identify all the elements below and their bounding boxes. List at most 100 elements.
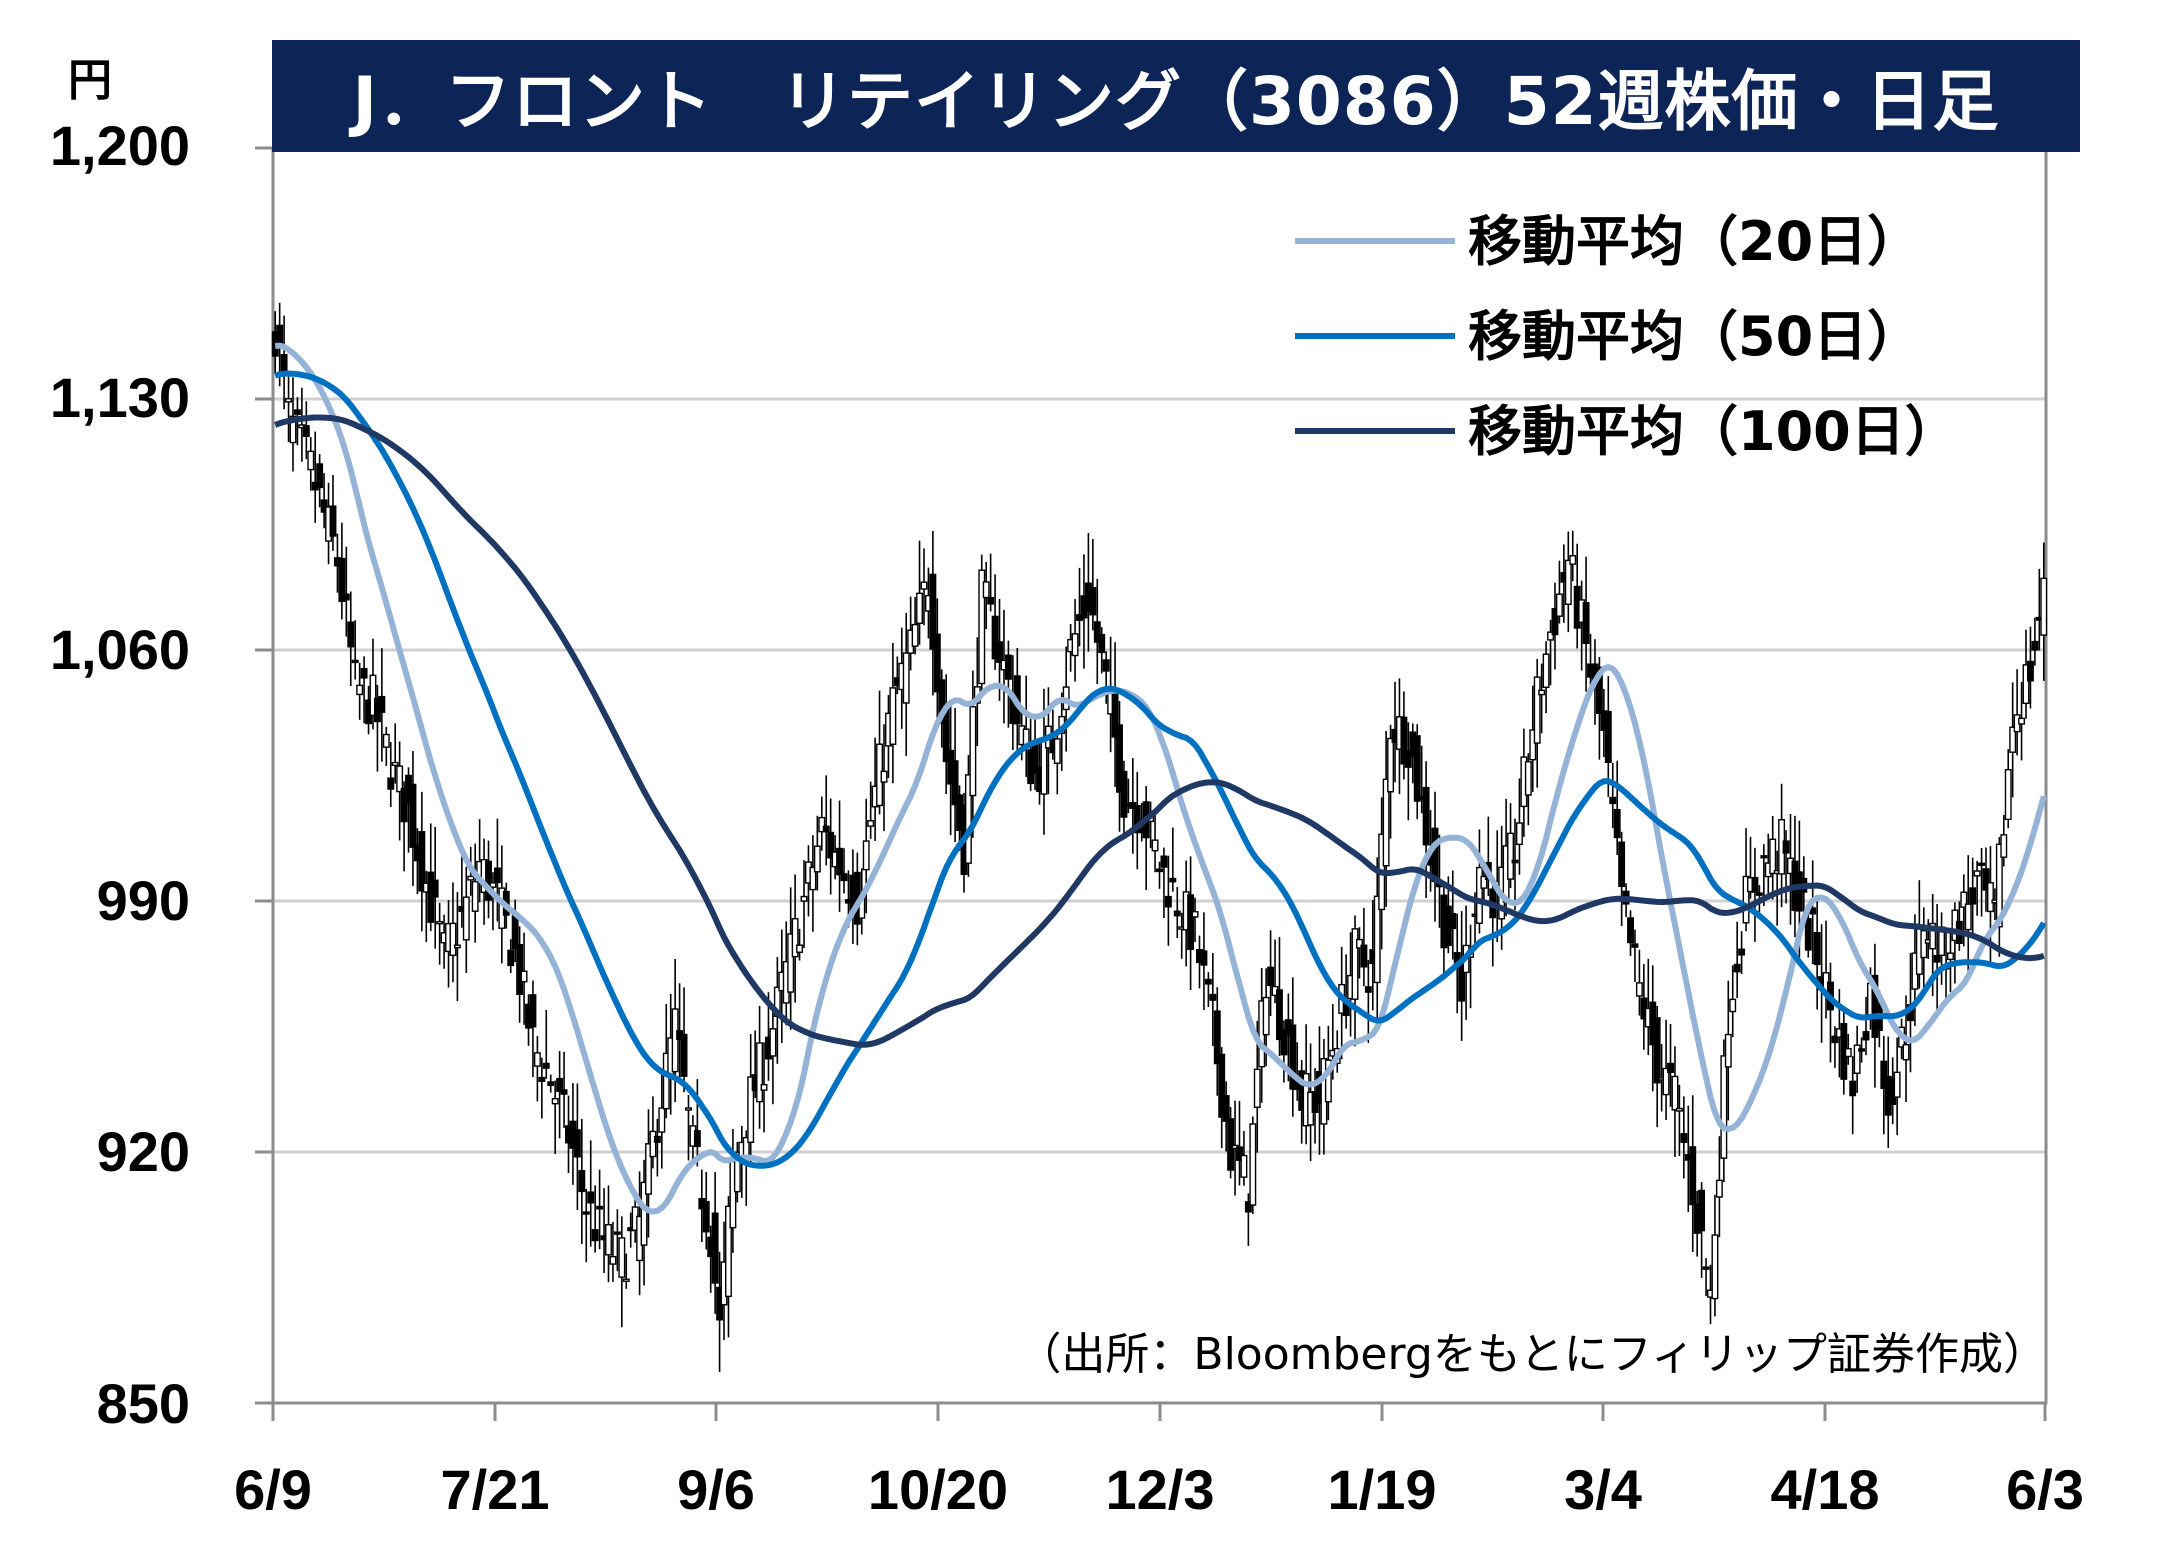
candle-body: [462, 896, 470, 941]
candle-body: [1422, 786, 1430, 846]
candle-body: [356, 684, 364, 696]
candle-body: [1280, 1028, 1288, 1056]
candle-body: [662, 1052, 670, 1110]
candle-body: [978, 569, 986, 685]
ma-line-50: [274, 370, 2047, 1169]
candle-body: [1360, 944, 1368, 968]
candle-body: [1609, 796, 1617, 805]
candle-body: [1987, 882, 1994, 913]
candle-body: [560, 1089, 568, 1095]
candle-body: [1253, 1068, 1261, 1108]
candle-body: [769, 1028, 777, 1057]
candle-body: [933, 633, 941, 693]
candle-body: [418, 831, 426, 892]
candle-body: [378, 695, 386, 713]
candle-body: [467, 875, 475, 881]
candle-body: [1538, 689, 1546, 696]
candle-body: [702, 1200, 710, 1233]
candle-body: [347, 621, 355, 648]
candle-body: [1524, 761, 1532, 796]
candle-body: [2018, 717, 2026, 725]
candle-body: [302, 425, 310, 438]
candle-body: [1715, 1179, 1723, 1198]
candle-body: [489, 882, 497, 888]
candle-body: [2040, 577, 2048, 636]
candle-body: [1960, 891, 1968, 908]
candle-body: [640, 1181, 648, 1246]
candle-body: [1373, 895, 1381, 984]
candle-body: [653, 1135, 661, 1143]
candle-body: [787, 933, 795, 993]
candle-body: [1933, 955, 1941, 963]
candle-body: [1249, 1123, 1257, 1206]
candle-body: [2031, 640, 2039, 651]
candle-body: [1982, 868, 1990, 891]
x-tick-label: 7/21: [440, 1458, 550, 1521]
candle-body: [671, 1008, 679, 1073]
x-tick-label: 3/4: [1564, 1458, 1642, 1521]
candle-body: [987, 597, 995, 605]
y-unit-label: 円: [68, 55, 112, 106]
candle-body: [1858, 1048, 1866, 1052]
candle-body: [1582, 602, 1590, 645]
candle-body: [733, 1151, 741, 1193]
candle-body: [809, 866, 817, 891]
candle-body: [1071, 633, 1079, 657]
candle-body: [1880, 1060, 1888, 1090]
candle-body: [2009, 726, 2017, 753]
candle-body: [840, 873, 848, 882]
candle-body: [1289, 1024, 1297, 1090]
candle-body: [391, 761, 399, 767]
candle-body: [813, 845, 821, 873]
candle-body: [613, 1231, 621, 1235]
candle-body: [1973, 870, 1981, 877]
candle-body: [982, 581, 990, 599]
candle-body: [1831, 1035, 1839, 1044]
candle-body: [1431, 827, 1439, 883]
candle-body: [1133, 804, 1141, 834]
candle-body: [1902, 1044, 1910, 1061]
candle-body: [964, 774, 972, 864]
candle-body: [1324, 1059, 1332, 1103]
candle-body: [800, 895, 808, 902]
candle-body: [1720, 1055, 1728, 1159]
candle-body: [1564, 559, 1572, 605]
candle-body: [1733, 963, 1741, 973]
candle-body: [280, 354, 288, 374]
candle-body: [573, 1129, 581, 1158]
ma-line-20: [274, 342, 2047, 1215]
candle-body: [658, 1107, 666, 1133]
candle-body: [818, 816, 826, 833]
candle-body: [329, 505, 337, 537]
candle-body: [1227, 1118, 1235, 1171]
candle-body: [1449, 913, 1457, 930]
candle-body: [1804, 918, 1812, 951]
candle-body: [1978, 862, 1986, 867]
candle-body: [582, 1211, 590, 1215]
candle-body: [1356, 938, 1363, 949]
y-tick-label: 1,200: [49, 114, 190, 177]
candle-body: [1702, 1266, 1710, 1270]
candle-body: [1240, 1154, 1248, 1178]
candle-body: [920, 581, 928, 590]
candle-body: [1089, 587, 1097, 616]
candle-body: [1969, 887, 1977, 905]
candle-body: [1276, 989, 1283, 1041]
candle-body: [351, 659, 359, 664]
ma-line-100: [274, 414, 2045, 1048]
candle-body: [1675, 1107, 1683, 1112]
candle-body: [1769, 838, 1777, 875]
candle-body: [369, 674, 377, 717]
candle-body: [529, 994, 537, 1028]
candle-body: [929, 573, 937, 650]
candle-body: [1004, 654, 1012, 680]
candle-body: [1529, 729, 1537, 761]
candle-body: [1618, 841, 1626, 887]
candle-body: [991, 615, 999, 660]
candle-body: [293, 409, 301, 415]
candle-body: [1742, 875, 1750, 924]
candle-body: [1595, 666, 1603, 714]
legend-label-ma100: 移動平均（100日）: [1468, 400, 1959, 463]
candle-body: [431, 879, 439, 898]
